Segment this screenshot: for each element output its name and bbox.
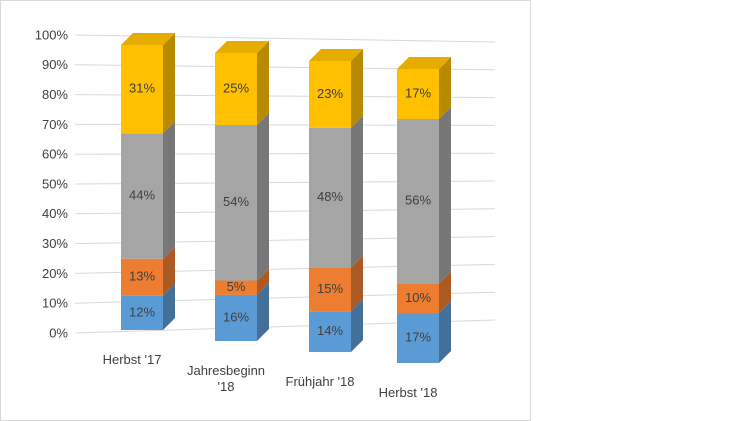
bar-side — [257, 268, 269, 295]
bar-segment — [309, 127, 351, 268]
y-tick-label: 30% — [42, 236, 68, 251]
bar-side — [163, 283, 175, 330]
bar-segment — [215, 125, 257, 281]
y-tick-label: 10% — [42, 296, 68, 311]
bar-segment — [309, 311, 351, 352]
x-tick-label: Frühjahr '18 — [285, 374, 355, 389]
data-label: 5% — [227, 279, 246, 294]
y-tick-label: 100% — [35, 27, 69, 42]
bar-side — [163, 246, 175, 296]
data-label: 25% — [223, 80, 249, 95]
data-label: 56% — [405, 193, 431, 208]
bar-segment — [397, 118, 439, 284]
y-tick-label: 0% — [49, 325, 68, 340]
y-tick-label: 60% — [42, 147, 68, 162]
data-label: 31% — [129, 81, 155, 96]
y-tick-label: 40% — [42, 206, 68, 221]
data-label: 54% — [223, 194, 249, 209]
y-tick-label: 80% — [42, 87, 68, 102]
x-tick-label: Herbst '18 — [378, 385, 438, 400]
bar-side — [351, 115, 363, 268]
bar-segment — [121, 295, 163, 330]
bar-segment — [215, 294, 257, 341]
bar-top — [397, 57, 451, 69]
y-tick-label: 50% — [42, 176, 68, 191]
y-tick-label: 90% — [42, 57, 68, 72]
bar-side — [439, 301, 451, 363]
bar-segment — [121, 258, 163, 296]
y-tick-label: 70% — [42, 117, 68, 132]
bar-segment — [215, 280, 257, 295]
data-label: 23% — [317, 86, 343, 101]
y-tick-label: 20% — [42, 266, 68, 281]
bar-top — [121, 33, 175, 45]
bar-side — [351, 255, 363, 312]
bar-segment — [397, 283, 439, 314]
bar-segment — [121, 133, 163, 259]
data-label: 17% — [405, 85, 431, 100]
bar-side — [257, 113, 269, 281]
bar-segment — [397, 313, 439, 363]
bar-side — [257, 41, 269, 125]
bar-segment — [309, 61, 351, 128]
bar-segment — [215, 53, 257, 125]
data-label: 10% — [405, 290, 431, 305]
data-label: 44% — [129, 187, 155, 202]
data-label: 14% — [317, 323, 343, 338]
bar-side — [439, 57, 451, 119]
bar-side — [351, 49, 363, 128]
data-label: 17% — [405, 329, 431, 344]
x-tick-label: Jahresbeginn '18 — [186, 363, 266, 394]
bar-side — [163, 33, 175, 134]
data-label: 48% — [317, 189, 343, 204]
bar-side — [351, 299, 363, 352]
bar-side — [163, 121, 175, 259]
bar-segment — [309, 267, 351, 312]
data-label: 13% — [129, 269, 155, 284]
data-label: 16% — [223, 309, 249, 324]
bar-side — [257, 282, 269, 341]
data-label: 12% — [129, 304, 155, 319]
bar-segment — [121, 45, 163, 134]
bar-top — [215, 41, 269, 53]
data-label: 15% — [317, 281, 343, 296]
bar-top — [309, 49, 363, 61]
bar-segment — [397, 69, 439, 119]
bar-side — [439, 271, 451, 314]
x-tick-label: Herbst '17 — [102, 352, 162, 367]
bar-side — [439, 106, 451, 284]
